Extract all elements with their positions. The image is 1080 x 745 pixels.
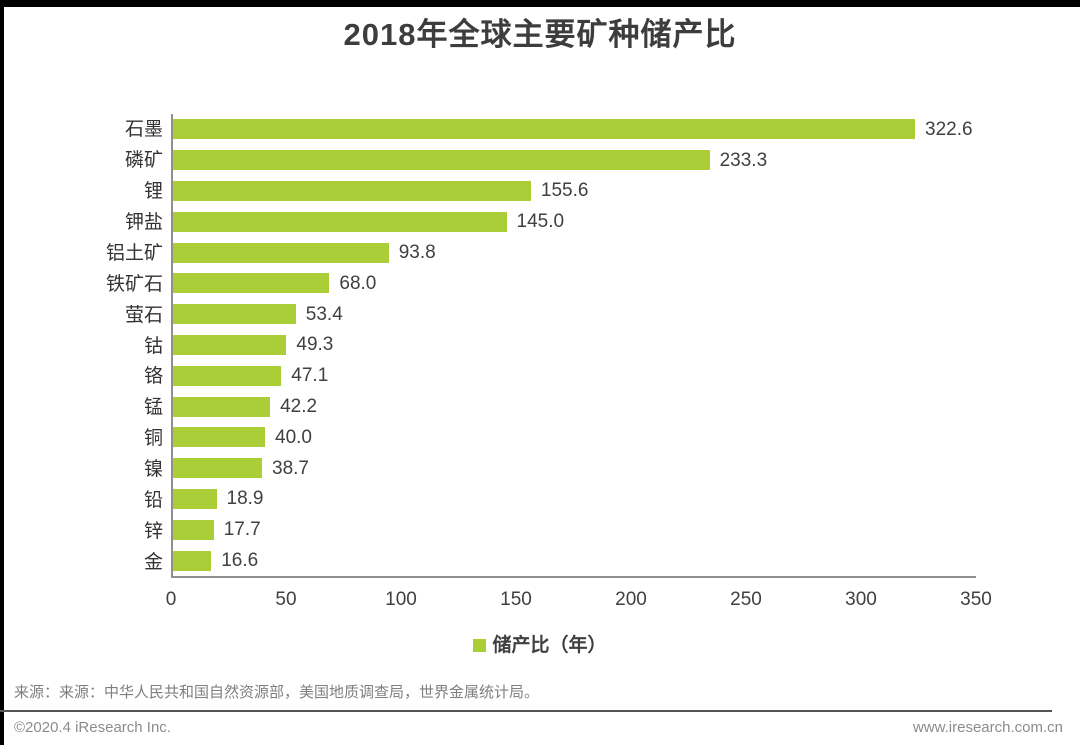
bar-row: 322.6 xyxy=(173,114,976,145)
bar-value-label: 53.4 xyxy=(305,303,343,325)
bar-value-label: 38.7 xyxy=(272,457,309,479)
bar-row: 40.0 xyxy=(173,422,976,453)
plot-area: 322.6 233.3 155.6 145.0 93.8 68.0 53.4 49.3 47.1… xyxy=(171,114,976,578)
x-tick-label: 50 xyxy=(275,589,297,610)
bar xyxy=(173,365,282,386)
category-label: 金 xyxy=(143,552,163,574)
category-label: 石墨 xyxy=(124,118,163,140)
category-label: 钾盐 xyxy=(124,211,163,233)
bar xyxy=(173,519,214,540)
source-note: 来源：来源：中华人民共和国自然资源部，美国地质调查局，世界金属统计局。 xyxy=(14,684,540,701)
bar-row: 233.3 xyxy=(173,145,976,176)
bar xyxy=(173,150,710,171)
bar xyxy=(173,396,271,417)
legend-label: 储产比（年） xyxy=(492,635,607,656)
bar-row: 16.6 xyxy=(173,545,976,576)
legend: 储产比（年） xyxy=(0,636,1080,655)
bar xyxy=(173,427,265,448)
footer-website: www.iresearch.com.cn xyxy=(912,719,1063,736)
bar xyxy=(173,180,531,201)
bar-value-label: 155.6 xyxy=(540,180,589,202)
bar-value-label: 16.6 xyxy=(221,550,259,572)
frame-left-border xyxy=(0,0,4,745)
bar-value-label: 93.8 xyxy=(398,242,436,264)
category-label: 锂 xyxy=(143,180,163,202)
bar-value-label: 47.1 xyxy=(291,365,329,387)
x-axis-tick-labels: 0 50 100 150 200 250 300 350 xyxy=(166,589,992,613)
category-label: 锌 xyxy=(143,521,163,543)
bar xyxy=(173,119,915,140)
category-label: 锰 xyxy=(143,397,163,419)
bar-value-label: 322.6 xyxy=(925,118,973,140)
category-label: 磷矿 xyxy=(124,149,163,171)
bar xyxy=(173,211,507,232)
bar-row: 53.4 xyxy=(173,299,976,330)
bar-row: 93.8 xyxy=(173,237,976,268)
category-label: 钴 xyxy=(143,335,163,357)
bar-row: 42.2 xyxy=(173,391,976,422)
x-tick-label: 100 xyxy=(385,589,417,610)
bar-row: 38.7 xyxy=(173,453,976,484)
category-label: 铜 xyxy=(143,428,163,450)
x-tick-label: 350 xyxy=(960,589,992,610)
bar-value-label: 42.2 xyxy=(280,396,318,418)
x-tick-label: 150 xyxy=(500,589,532,610)
bar-value-label: 145.0 xyxy=(516,211,565,233)
bar-row: 47.1 xyxy=(173,360,976,391)
category-axis-labels: 石墨磷矿锂钾盐铝土矿铁矿石萤石钴铬锰铜镍铅锌金 xyxy=(0,114,163,578)
bar-value-label: 233.3 xyxy=(719,149,768,171)
frame-top-border xyxy=(0,0,1080,7)
bar-row: 155.6 xyxy=(173,176,976,207)
footer-divider xyxy=(0,710,1052,712)
category-label: 铝土矿 xyxy=(105,242,163,264)
bar xyxy=(173,550,212,571)
bar-value-label: 49.3 xyxy=(296,334,334,356)
category-label: 铁矿石 xyxy=(105,273,163,295)
category-label: 铬 xyxy=(143,366,163,388)
bar xyxy=(173,458,262,479)
bar-row: 68.0 xyxy=(173,268,976,299)
bar-value-label: 18.9 xyxy=(226,488,264,510)
chart-title: 2018年全球主要矿种储产比 xyxy=(343,17,737,52)
bar xyxy=(173,488,217,509)
x-tick-label: 200 xyxy=(615,589,647,610)
bar-row: 145.0 xyxy=(173,206,976,237)
category-label: 镍 xyxy=(143,459,163,481)
x-tick-label: 250 xyxy=(730,589,762,610)
bar xyxy=(173,304,296,325)
bar xyxy=(173,273,330,294)
bar xyxy=(173,242,389,263)
bar-row: 17.7 xyxy=(173,514,976,545)
legend-swatch-icon xyxy=(473,639,487,652)
bar-row: 18.9 xyxy=(173,484,976,515)
x-tick-label: 0 xyxy=(165,589,177,610)
bar-rows: 322.6 233.3 155.6 145.0 93.8 68.0 53.4 49.3 47.1… xyxy=(173,114,976,576)
x-tick-label: 300 xyxy=(845,589,877,610)
category-label: 萤石 xyxy=(124,304,163,326)
bar-value-label: 68.0 xyxy=(339,272,377,294)
bar-value-label: 17.7 xyxy=(223,519,261,541)
bar-value-label: 40.0 xyxy=(275,426,312,448)
bar-row: 49.3 xyxy=(173,330,976,361)
bar xyxy=(173,334,287,355)
footer-copyright: ©2020.4 iResearch Inc. xyxy=(14,719,171,736)
category-label: 铅 xyxy=(143,490,163,512)
